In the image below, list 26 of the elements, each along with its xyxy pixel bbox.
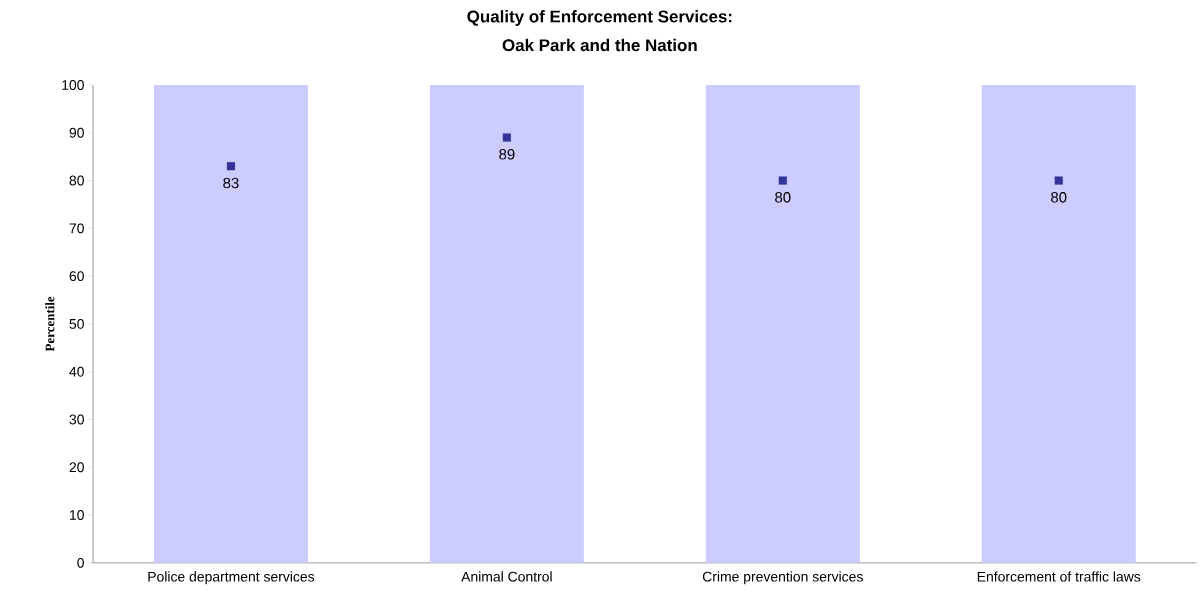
point <box>226 162 236 171</box>
y-tick-label: 90 <box>69 127 84 138</box>
point <box>778 176 787 185</box>
y-tick-label: 40 <box>69 366 84 377</box>
chart-title: Quality of Enforcement Services: <box>467 10 732 26</box>
data-label: 80 <box>775 192 791 203</box>
y-tick-label: 20 <box>69 462 84 473</box>
data-label: 80 <box>1051 192 1067 203</box>
y-tick-label: 10 <box>70 510 84 521</box>
y-tick-label: 80 <box>69 175 84 186</box>
y-tick-label: 70 <box>69 223 84 234</box>
x-tick-label: Crime prevention services <box>702 571 863 585</box>
point <box>1054 176 1063 185</box>
y-tick-label: 100 <box>62 80 84 90</box>
x-tick-label: Animal Control <box>461 571 552 582</box>
y-tick-label: 30 <box>69 414 84 425</box>
chart-subtitle: Oak Park and the Nation <box>502 38 697 52</box>
y-tick-label: 50 <box>69 319 84 329</box>
data-label: 89 <box>499 149 515 160</box>
x-tick-label: Enforcement of traffic laws <box>977 571 1141 582</box>
y-tick-label: 60 <box>69 271 84 282</box>
x-tick-label: Police department services <box>148 571 315 585</box>
point <box>502 133 511 142</box>
data-label: 83 <box>223 177 239 189</box>
y-axis-title: Percentile <box>45 296 55 352</box>
y-tick-label: 0 <box>77 557 84 568</box>
